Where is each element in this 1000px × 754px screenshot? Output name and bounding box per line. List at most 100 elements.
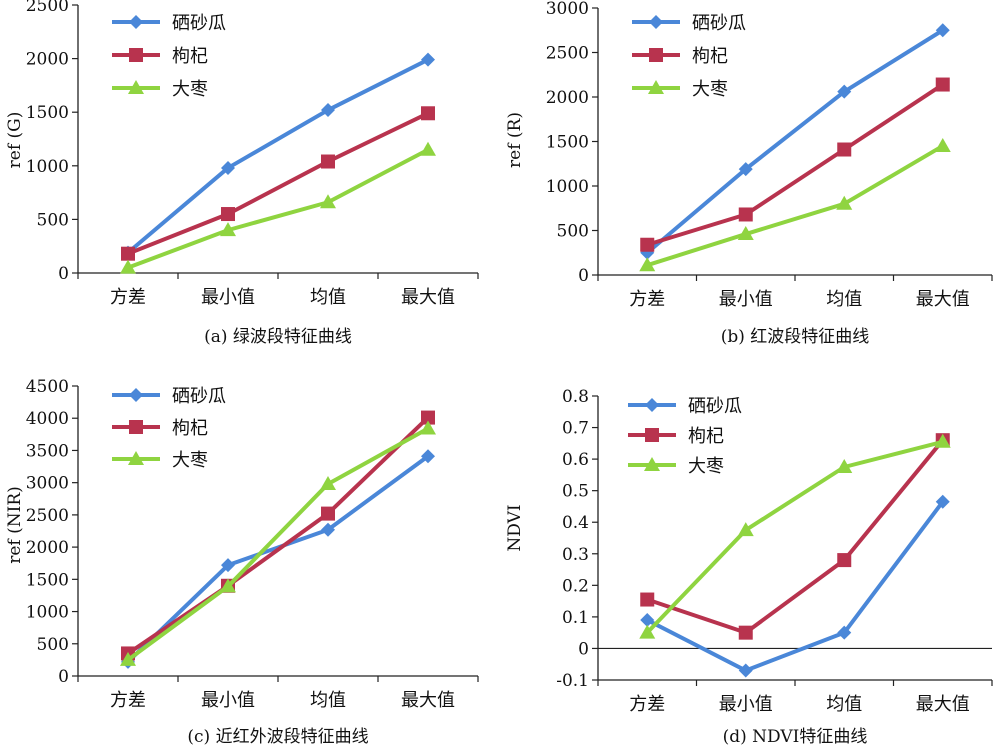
data-point	[221, 207, 235, 222]
data-point	[321, 154, 335, 169]
legend-label: 枸杞	[172, 46, 208, 67]
data-point	[934, 433, 951, 448]
y-axis-title: ref (R)	[505, 112, 525, 168]
data-point	[639, 624, 656, 639]
y-tick-label: -0.1	[556, 671, 589, 691]
data-point	[320, 194, 336, 209]
y-tick-label: 0.1	[562, 608, 589, 628]
data-point	[421, 106, 435, 121]
x-tick-label: 方差	[629, 694, 665, 715]
data-point	[640, 613, 655, 628]
data-point	[121, 246, 135, 261]
data-point	[321, 522, 335, 537]
x-tick-label: 最小值	[719, 694, 773, 715]
x-tick-label: 方差	[110, 287, 146, 308]
legend-label: 枸杞	[172, 418, 208, 439]
legend-marker	[648, 80, 664, 94]
series-line-2	[646, 144, 944, 268]
data-point	[935, 23, 950, 38]
y-tick-label: 2000	[546, 88, 589, 108]
data-point	[420, 420, 436, 435]
x-tick-label: 均值	[310, 690, 346, 711]
series-line-2	[127, 147, 429, 270]
data-point	[640, 592, 655, 607]
data-point	[221, 558, 235, 573]
chart-panel-2: 0 500 1000 1500 2000 2500 3000 3500 4000 4500 方差 最小…	[5, 377, 479, 747]
y-tick-label: 4000	[26, 409, 69, 429]
data-point	[935, 77, 950, 92]
series-line-0	[126, 57, 429, 255]
legend-label: 硒砂瓜	[172, 386, 226, 407]
x-tick-label: 方差	[110, 690, 146, 711]
data-point	[737, 226, 754, 241]
series-line-0	[645, 28, 944, 255]
legend-marker	[129, 48, 143, 62]
x-tick-label: 均值	[826, 694, 862, 715]
legend-marker	[645, 398, 659, 412]
data-point	[935, 494, 950, 509]
data-point	[421, 52, 435, 67]
y-tick-label: 3500	[26, 441, 69, 461]
data-point	[836, 459, 853, 473]
data-point	[837, 553, 852, 568]
data-point	[220, 222, 236, 237]
data-point	[120, 651, 136, 666]
chart-panel-1: 0 500 1000 1500 2000 2500 3000 方差 最小值 均值 最大值 ref (R…	[505, 0, 993, 347]
y-tick-label: 0.3	[562, 545, 589, 565]
data-point	[738, 207, 753, 222]
x-tick-label: 最小值	[201, 287, 255, 308]
y-tick-label: 1000	[26, 603, 69, 623]
legend-marker	[128, 80, 144, 94]
legend-label: 大枣	[692, 79, 728, 100]
y-tick-label: 0.6	[562, 450, 589, 470]
data-point	[221, 160, 235, 175]
data-point	[837, 142, 852, 157]
y-tick-label: 500	[557, 222, 589, 242]
y-axis-title: NDVI	[505, 504, 525, 551]
data-point	[220, 578, 236, 593]
series-line-1	[646, 82, 944, 247]
y-tick-label: 2000	[26, 538, 69, 558]
data-point	[738, 162, 753, 177]
y-tick-label: 0	[578, 266, 589, 286]
legend-marker	[649, 15, 663, 29]
series-line-0	[126, 454, 430, 664]
data-point	[321, 103, 335, 118]
x-tick-label: 方差	[629, 289, 665, 310]
data-point	[836, 195, 853, 210]
data-point	[420, 141, 436, 156]
data-point	[640, 237, 655, 252]
y-tick-label: 1500	[26, 103, 69, 123]
data-point	[837, 625, 852, 640]
data-point	[421, 449, 435, 464]
y-tick-label: 0.5	[562, 482, 589, 502]
x-tick-label: 最大值	[401, 287, 455, 308]
x-tick-label: 最大值	[916, 694, 970, 715]
legend-label: 大枣	[172, 79, 208, 100]
y-tick-label: 2500	[26, 0, 69, 16]
legend-label: 硒砂瓜	[688, 396, 742, 417]
panel-caption: (d) NDVI特征曲线	[723, 727, 868, 747]
series-line-2	[126, 426, 429, 662]
legend-marker	[649, 48, 663, 62]
y-tick-label: 0.8	[562, 387, 589, 407]
legend-marker	[129, 388, 143, 402]
legend-label: 枸杞	[692, 46, 728, 67]
series-line-1	[126, 416, 430, 656]
data-point	[639, 257, 656, 272]
panel-caption: (a) 绿波段特征曲线	[204, 327, 352, 347]
y-tick-label: 500	[37, 635, 69, 655]
y-tick-label: 1500	[26, 570, 69, 590]
panel-caption: (b) 红波段特征曲线	[721, 327, 870, 347]
series-line-0	[646, 500, 945, 673]
data-point	[738, 625, 753, 640]
chart-panel-0: 0 500 1000 1500 2000 2500 方差 最小值 均值 最大值 ref (G) (a)…	[5, 0, 479, 347]
y-tick-label: 0	[58, 264, 69, 284]
series-line-1	[646, 438, 945, 635]
data-point	[421, 410, 435, 425]
x-tick-label: 最小值	[719, 289, 773, 310]
data-point	[320, 475, 336, 490]
y-tick-label: 1000	[26, 157, 69, 177]
y-axis-title: ref (NIR)	[5, 486, 25, 564]
